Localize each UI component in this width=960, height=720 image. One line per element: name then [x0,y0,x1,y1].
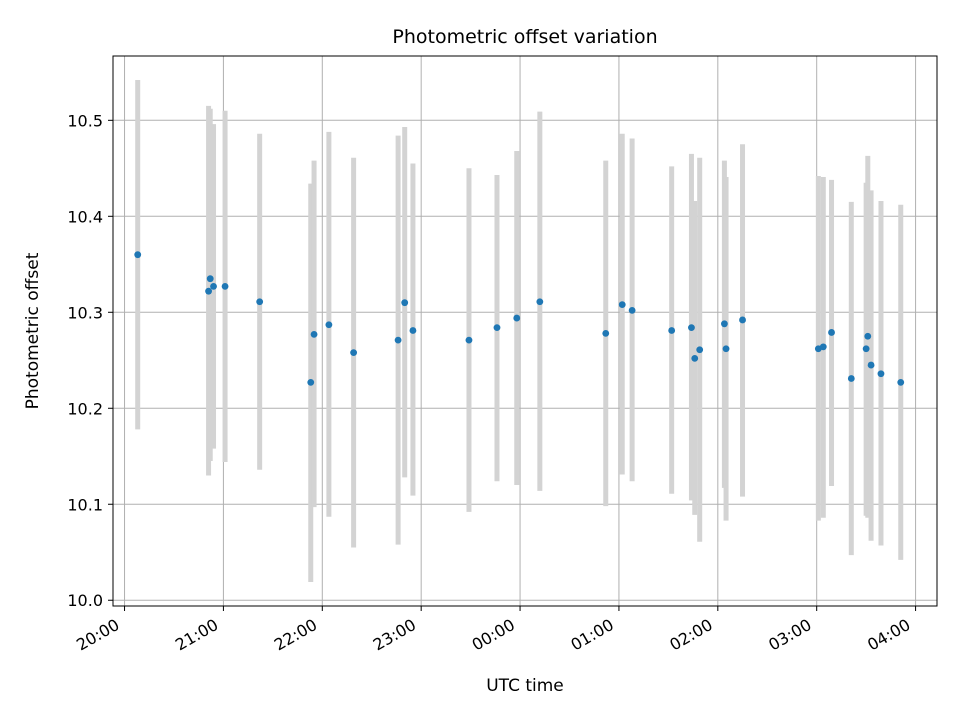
plot-frame [112,55,938,607]
data-point [739,316,746,324]
data-point [134,251,142,259]
y-axis-title: Photometric offset [23,252,43,409]
data-point [897,378,905,386]
data-point [828,329,835,336]
data-point [206,275,214,283]
data-point [602,329,610,337]
y-tick-label: 10.0 [67,591,103,610]
data-point [722,345,730,353]
data-point [691,354,699,362]
data-point [847,375,855,382]
data-point [205,287,212,295]
data-point [256,298,264,306]
y-axis: 10.0 10.1 10.2 10.3 10.4 10.5 [67,111,113,610]
y-tick-label: 10.5 [67,111,103,130]
grid [113,56,937,606]
data-point [350,349,358,356]
data-point [513,314,521,322]
data-point [877,370,885,378]
data-point [536,298,544,306]
data-point [465,336,473,344]
y-tick-label: 10.2 [67,399,103,418]
data-point [310,330,318,338]
data-point [618,301,626,309]
data-points [134,251,905,386]
data-point [325,321,333,329]
data-point [394,336,402,344]
x-axis-title: UTC time [486,676,564,696]
data-point [819,343,827,351]
data-point [721,320,728,328]
data-point [401,299,409,307]
data-point [688,324,695,332]
data-point [307,378,315,386]
data-point [864,332,872,340]
data-point [409,327,417,334]
data-point [668,327,676,334]
data-point [862,345,870,353]
data-point [210,282,217,290]
y-tick-label: 10.4 [67,207,103,226]
y-tick-label: 10.3 [67,303,103,322]
chart-title: Photometric offset variation [392,26,657,48]
data-point [493,324,501,332]
data-point [221,282,229,290]
data-point [696,346,704,354]
data-point [628,306,636,314]
data-point [867,361,875,369]
y-tick-label: 10.1 [67,495,103,514]
